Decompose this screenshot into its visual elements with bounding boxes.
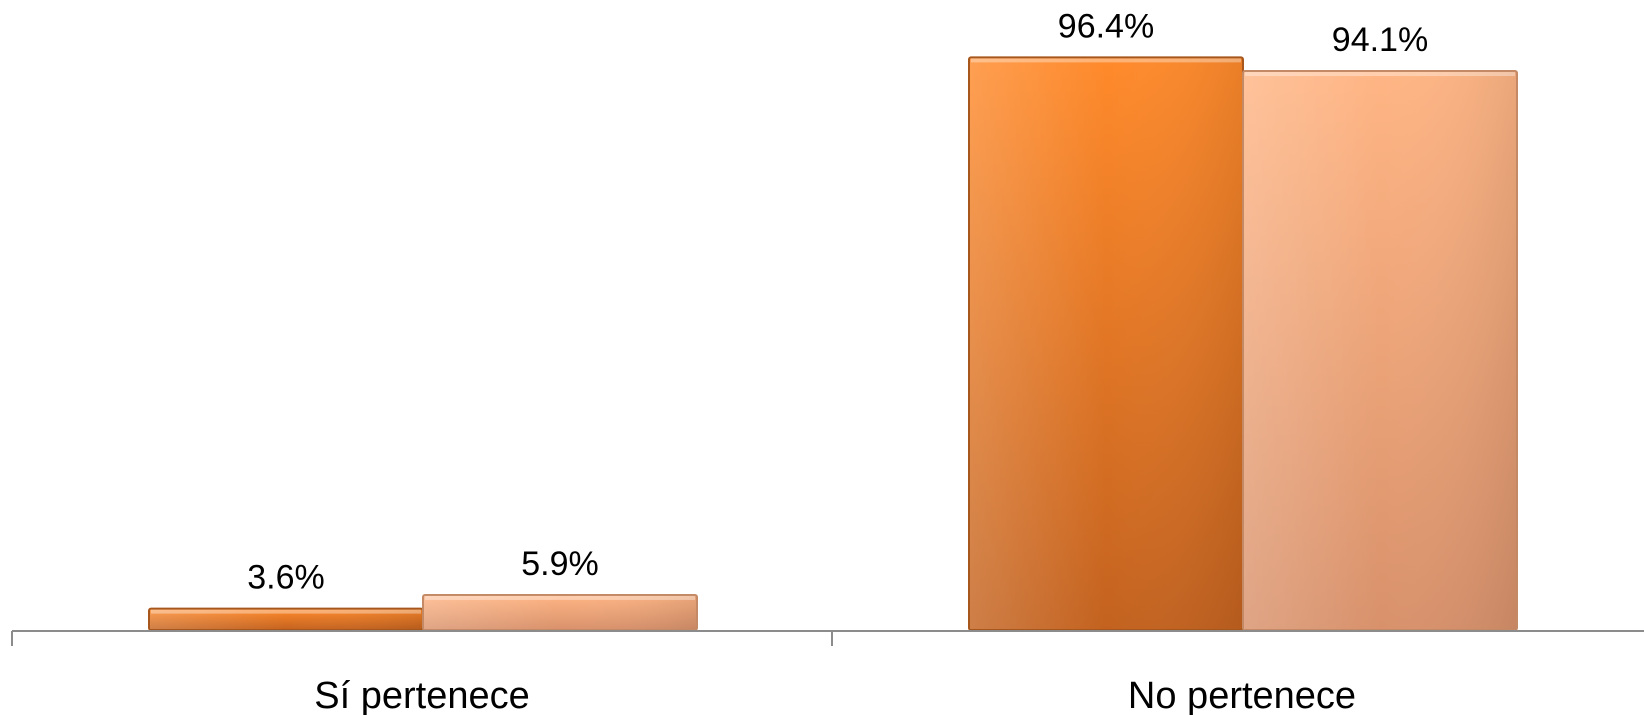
bar-top-highlight [1245, 72, 1515, 77]
category-label: No pertenece [1128, 675, 1356, 715]
data-label: 5.9% [521, 545, 599, 583]
bar-top-highlight [151, 609, 421, 614]
bar-shading [970, 58, 1242, 630]
data-label: 94.1% [1332, 21, 1428, 59]
x-axis [11, 630, 1644, 646]
bar-top-highlight [971, 58, 1241, 63]
category-label: Sí pertenece [314, 675, 529, 715]
bar-shading [1244, 72, 1516, 629]
bar-top-highlight [425, 595, 695, 600]
bars-layer [148, 56, 1518, 632]
data-label: 96.4% [1058, 7, 1154, 45]
bar-shading [150, 609, 422, 629]
bar-shading [424, 595, 696, 629]
labels-layer: 3.6% 5.9% Sí pertenece 96.4% 94.1% No pertene… [247, 7, 1428, 715]
data-label: 3.6% [247, 559, 325, 597]
